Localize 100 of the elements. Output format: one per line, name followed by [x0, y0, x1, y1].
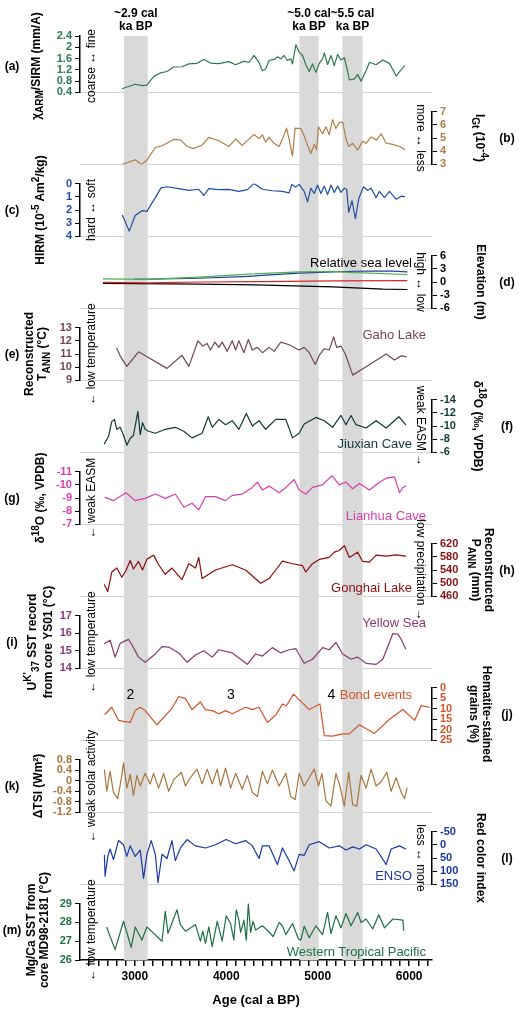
y-tick-label: -9 [62, 491, 72, 504]
annotation: ← low temperature [84, 591, 98, 693]
y-tick-label: -0.8 [53, 794, 72, 807]
series-label: Jiuxian Cave [337, 436, 412, 452]
y-tick-label: 15 [59, 643, 72, 656]
legend-title: Relative sea level [310, 254, 413, 270]
y-tick-label: 17 [59, 608, 72, 621]
y2-tick-label: 0 [440, 837, 447, 850]
annotation: weak EASM → [414, 385, 428, 467]
y2-tick-label: 5 [440, 131, 447, 144]
annotation: less ↔ more [414, 824, 428, 892]
y2-axis-title: Hematite-stained grains (%) [467, 665, 494, 763]
y2-tick-label: 100 [440, 864, 459, 877]
series-label: Gaho Lake [362, 326, 426, 342]
y-tick-label: 0 [65, 773, 72, 786]
y2-tick-label: 6 [440, 117, 447, 130]
y-tick-label: 1.2 [56, 62, 72, 75]
annotation: 4 [327, 686, 336, 703]
annotation: coarse ↔ fine [84, 28, 98, 104]
y2-tick-label: 6 [440, 248, 447, 261]
annotation: ← weak EASM [84, 457, 98, 539]
annotation: 2 [126, 686, 135, 703]
annotation: ← weak solar activity [84, 729, 98, 843]
y2-tick-label: 620 [440, 536, 459, 549]
text: (g) [4, 491, 20, 505]
series-label: Bond events [339, 686, 413, 702]
x-tick-label: 5000 [304, 968, 332, 983]
y2-tick-label: 4 [440, 144, 447, 157]
y-tick-label: 3 [65, 216, 72, 229]
y-tick-label: 0.4 [56, 85, 73, 98]
text: (e) [4, 347, 20, 361]
text: (c) [4, 203, 20, 217]
y-tick-label: 0.4 [56, 763, 73, 776]
band-label: ~5.5 cal ka BP [330, 6, 375, 34]
y-tick-label: 0 [65, 176, 72, 189]
x-tick-label: 4000 [212, 968, 240, 983]
y-tick-label: 0.8 [56, 74, 72, 87]
y2-tick-label: 150 [440, 877, 459, 890]
y2-tick-label: -6 [440, 445, 450, 458]
y-tick-label: 26 [59, 953, 72, 966]
series-label: Gonghai Lake [331, 580, 412, 596]
text: (j) [501, 707, 513, 721]
y-tick-label: 29 [59, 896, 72, 909]
y2-tick-label: 0 [440, 680, 447, 693]
y-tick-label: 2.4 [56, 29, 73, 42]
y2-tick-label: 50 [440, 851, 453, 864]
y-tick-label: 1 [65, 189, 72, 202]
text: (k) [4, 779, 20, 793]
y-tick-label: 14 [59, 661, 73, 674]
y-tick-label: -0.4 [53, 784, 73, 797]
y2-tick-label: 3 [440, 157, 447, 170]
annotation: more ↔ less [414, 104, 428, 172]
x-tick-label: 3000 [121, 968, 149, 983]
y-tick-label: -11 [56, 464, 72, 477]
y2-tick-label: 10 [440, 701, 453, 714]
text: (f) [501, 419, 513, 433]
annotation: high ↔ low [414, 252, 428, 312]
series-label: ENSO [375, 868, 412, 884]
y-tick-label: -10 [56, 477, 72, 490]
y-tick-label: 13 [59, 320, 72, 333]
y2-tick-label: 540 [440, 563, 459, 576]
y2-tick-label: -50 [440, 824, 456, 837]
y-tick-label: -8 [62, 504, 72, 517]
y2-tick-label: 3 [440, 261, 447, 274]
text: (l) [501, 851, 513, 865]
y2-axis-title: Red color index [473, 812, 488, 904]
y-tick-label: 10 [59, 360, 72, 373]
text: (b) [499, 131, 515, 145]
y2-tick-label: 25 [440, 733, 453, 746]
y2-tick-label: -12 [440, 405, 456, 418]
y-tick-label: -1.2 [53, 805, 72, 818]
text: (m) [2, 923, 22, 937]
annotation: 3 [226, 686, 235, 703]
y2-tick-label: -8 [440, 432, 450, 445]
y2-tick-label: 5 [440, 691, 447, 704]
y-tick-label: -7 [62, 517, 72, 530]
y2-tick-label: 7 [440, 104, 447, 117]
y-tick-label: 28 [59, 915, 72, 928]
y2-tick-label: 460 [440, 589, 459, 602]
y2-tick-label: 20 [440, 722, 453, 735]
y2-tick-label: 0 [440, 275, 447, 288]
y-tick-label: 2 [65, 203, 72, 216]
x-tick-label: 6000 [395, 968, 423, 983]
y-tick-label: 4 [65, 229, 73, 242]
y-tick-label: 0.8 [56, 752, 72, 765]
y2-axis-title: Elevation (m) [473, 244, 488, 320]
annotation: low precipitation → [414, 519, 428, 621]
y2-tick-label: -3 [440, 288, 450, 301]
series-label: Western Tropical Pacific [286, 944, 427, 960]
y-tick-label: 9 [65, 373, 72, 386]
y-tick-label: 27 [59, 934, 72, 947]
text: (h) [499, 563, 515, 577]
text: (i) [6, 635, 18, 649]
y2-tick-label: 580 [440, 549, 459, 562]
y-tick-label: 2 [65, 40, 72, 53]
y-axis-title: ΔTSI (Wm²) [30, 753, 45, 819]
band-label: ~2.9 cal ka BP [113, 6, 158, 34]
y-tick-label: 12 [59, 333, 72, 346]
band-label: ~5.0 cal ka BP [287, 6, 331, 34]
annotation: ← low temperature [84, 303, 98, 405]
